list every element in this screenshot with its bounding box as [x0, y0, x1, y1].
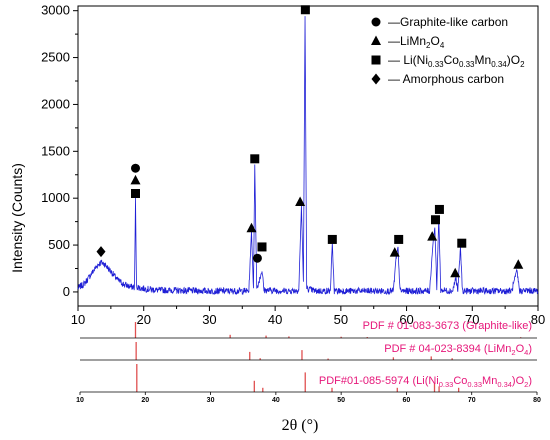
reference-pattern: PDF#01-085-5974 (Li(Ni0.33Co0.33Mn0.34)O…	[80, 364, 537, 393]
x-tick-label: 20	[136, 312, 150, 327]
stick-tick-label: 10	[76, 397, 84, 404]
x-tick-label: 60	[399, 312, 413, 327]
plot-area: 10 20 30 40 50 60 70 80 0 500 1000 1500 2000 2500 3000	[41, 3, 545, 327]
triangle-marker	[246, 222, 257, 233]
legend-entry: —LiMn2O4	[371, 34, 445, 50]
x-tick-label: 30	[202, 312, 216, 327]
reference-label: PDF#01-085-5974 (Li(Ni0.33Co0.33Mn0.34)O…	[319, 375, 532, 389]
x-axis-label: 2θ (°)	[282, 417, 319, 434]
triangle-marker	[295, 196, 306, 206]
square-marker	[250, 154, 260, 164]
stick-tick-label: 60	[403, 397, 411, 404]
y-tick-label: 1500	[41, 143, 70, 158]
triangle-marker	[450, 267, 461, 278]
y-axis-label: Intensity (Counts)	[9, 163, 25, 273]
plot-frame	[77, 5, 539, 307]
square-marker	[371, 55, 381, 65]
y-tick-label: 500	[48, 237, 70, 252]
x-tick-label: 10	[71, 312, 85, 327]
y-tick-label: 2000	[41, 96, 70, 111]
diamond-marker	[371, 73, 381, 85]
x-tick-label: 50	[334, 312, 348, 327]
y-tick-label: 2500	[41, 50, 70, 65]
square-marker	[434, 204, 444, 214]
reference-patterns: PDF # 01-083-3673 (Graphite-like) PDF # 0…	[76, 320, 541, 404]
circle-marker	[371, 17, 381, 27]
stick-tick-label: 20	[141, 397, 149, 404]
square-marker	[300, 5, 310, 15]
reference-pattern: PDF # 04-023-8394 (LiMn2O4)	[80, 342, 537, 361]
stick-tick-label: 70	[468, 397, 476, 404]
triangle-marker	[513, 259, 524, 269]
stick-tick-label: 30	[207, 397, 215, 404]
stick-tick-label: 40	[272, 397, 280, 404]
square-marker	[394, 234, 404, 244]
x-tick-label: 40	[268, 312, 282, 327]
triangle-marker	[371, 35, 381, 45]
legend: —Graphite-like carbon —LiMn2O4 — Li(Ni0.33…	[371, 15, 525, 86]
y-tick-label: 0	[63, 284, 70, 299]
triangle-marker	[130, 174, 141, 185]
circle-marker	[131, 163, 140, 173]
square-marker	[327, 234, 337, 244]
legend-label: — Li(Ni0.33Co0.33Mn0.34)O2	[388, 53, 525, 69]
square-marker	[131, 189, 140, 198]
square-marker	[430, 215, 440, 225]
square-marker	[457, 238, 467, 248]
legend-entry: — Amorphous carbon	[371, 72, 504, 86]
reference-label: PDF # 01-083-3673 (Graphite-like)	[363, 320, 532, 332]
triangle-marker	[427, 231, 438, 241]
legend-entry: — Li(Ni0.33Co0.33Mn0.34)O2	[371, 53, 525, 69]
circle-marker	[252, 253, 262, 263]
x-tick-label: 80	[531, 312, 545, 327]
x-tick-label: 70	[465, 312, 479, 327]
diamond-marker	[96, 246, 106, 258]
square-marker	[257, 242, 267, 252]
triangle-marker	[389, 247, 400, 257]
y-tick-label: 3000	[41, 3, 70, 18]
legend-entry: —Graphite-like carbon	[371, 15, 508, 29]
stick-tick-label: 50	[337, 397, 345, 404]
reference-pattern: PDF # 01-083-3673 (Graphite-like)	[80, 320, 537, 339]
legend-label: — Amorphous carbon	[388, 72, 504, 86]
legend-label: —LiMn2O4	[388, 34, 445, 50]
stick-tick-label: 80	[533, 397, 541, 404]
legend-label: —Graphite-like carbon	[388, 15, 508, 29]
y-tick-label: 1000	[41, 190, 70, 205]
xrd-pattern-line	[77, 16, 539, 296]
reference-label: PDF # 04-023-8394 (LiMn2O4)	[384, 343, 532, 357]
